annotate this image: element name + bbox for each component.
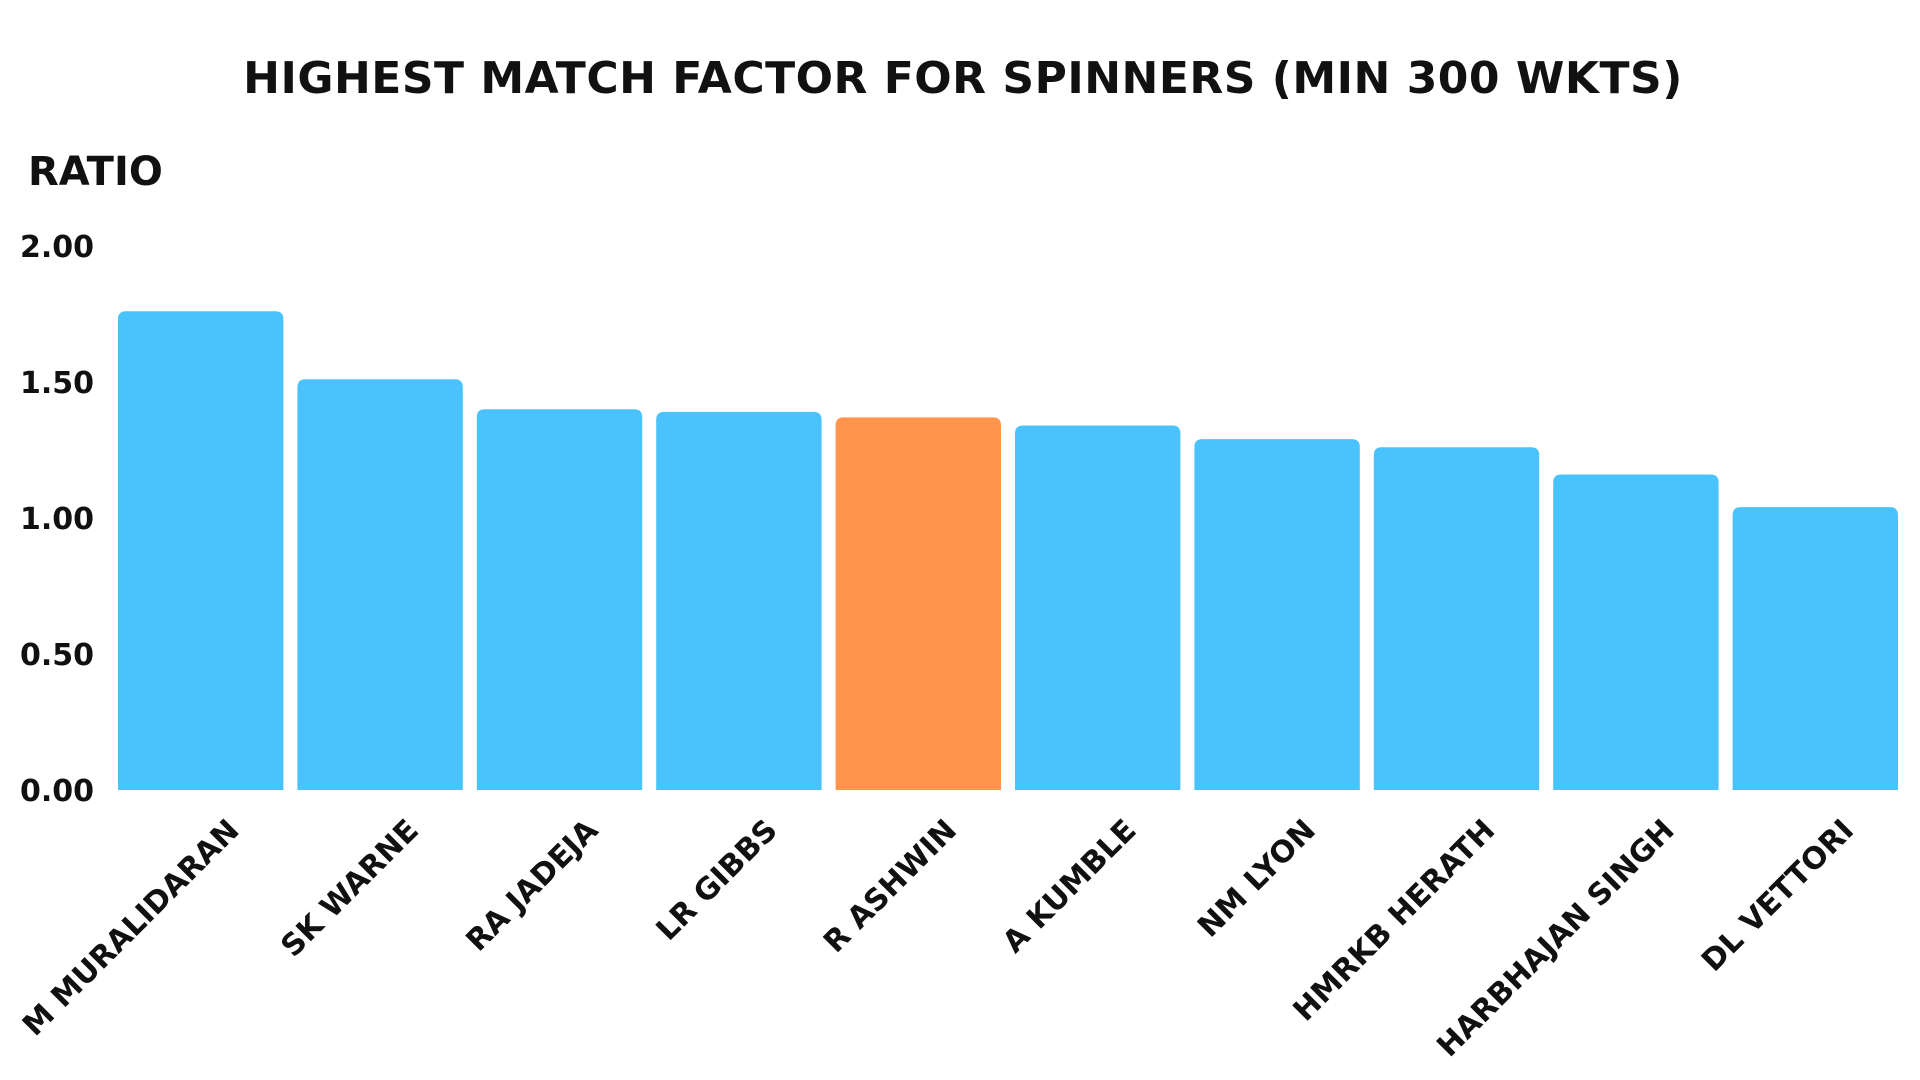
bars-group <box>118 311 1898 790</box>
x-tick-label: HMRKB HERATH <box>1287 813 1503 1029</box>
x-tick-label: M MURALIDARAN <box>16 813 246 1043</box>
y-tick-label: 2.00 <box>20 230 94 265</box>
y-axis-label: RATIO <box>28 149 163 195</box>
bar-r-ashwin <box>835 417 1001 790</box>
x-tick-label: NM LYON <box>1191 813 1323 945</box>
bar-nm-lyon <box>1194 439 1360 790</box>
y-tick-label: 0.00 <box>20 774 94 809</box>
bar-lr-gibbs <box>656 411 822 790</box>
x-tick-label: A KUMBLE <box>996 813 1143 960</box>
y-tick-label: 0.50 <box>20 638 94 673</box>
y-axis-ticks: 0.00 0.50 1.00 1.50 2.00 <box>20 230 94 809</box>
x-tick-label: R ASHWIN <box>817 813 964 960</box>
y-tick-label: 1.00 <box>20 502 94 537</box>
x-tick-label: SK WARNE <box>274 813 425 964</box>
bar-ra-jadeja <box>476 409 643 790</box>
x-tick-label: LR GIBBS <box>650 813 785 948</box>
chart-title: HIGHEST MATCH FACTOR FOR SPINNERS (MIN 3… <box>243 53 1683 104</box>
x-tick-label: DL VETTORI <box>1695 813 1861 979</box>
x-axis-labels: M MURALIDARAN SK WARNE RA JADEJA LR GIBBS R … <box>16 812 1861 1064</box>
bar-hmrkb-herath <box>1373 447 1540 790</box>
bar-dl-vettori <box>1732 507 1898 790</box>
bar-m-muralidaran <box>118 311 284 790</box>
bar-a-kumble <box>1015 425 1181 790</box>
x-tick-label: RA JADEJA <box>460 812 606 958</box>
bar-harbhajan-singh <box>1553 474 1719 790</box>
bar-sk-warne <box>297 379 463 790</box>
y-tick-label: 1.50 <box>20 366 94 401</box>
